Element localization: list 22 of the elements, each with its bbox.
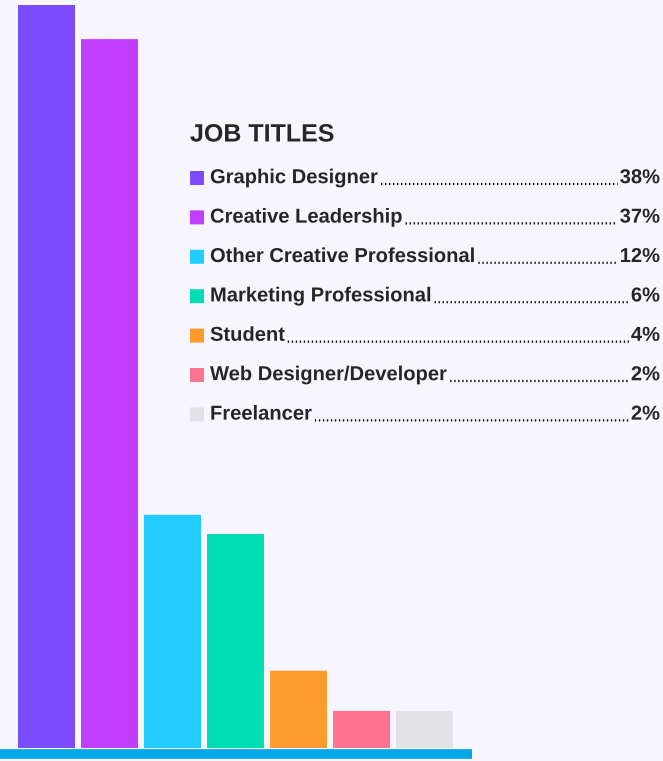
- annotation: Web Designer/Developer: [210, 366, 447, 384]
- bar: [333, 710, 390, 748]
- annotation: Other Creative Professional: [210, 247, 474, 262]
- text: JOB TITLES: [190, 124, 334, 142]
- bar: [270, 670, 327, 748]
- bar: [396, 710, 453, 748]
- bar: [81, 39, 138, 748]
- bar: [18, 5, 75, 748]
- text: 2%: [632, 406, 660, 420]
- annotation: Freelancer: [211, 405, 312, 420]
- annotation: Student: [210, 326, 285, 342]
- text: 4%: [631, 326, 660, 341]
- annotation: Marketing Professional: [211, 286, 430, 306]
- bar: [207, 534, 264, 748]
- text: 37%: [620, 208, 660, 223]
- annotation: Creative Leadership: [210, 208, 402, 227]
- annotation: Graphic Designer: [210, 168, 378, 188]
- bar: [144, 514, 201, 748]
- text: 2%: [632, 366, 660, 380]
- text: 38%: [620, 169, 660, 184]
- text: 6%: [632, 287, 660, 302]
- text: 12%: [620, 248, 660, 262]
